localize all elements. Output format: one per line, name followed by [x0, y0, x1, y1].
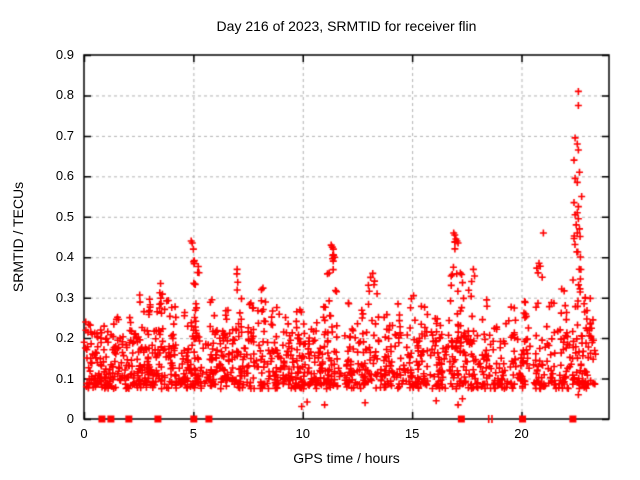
x-tick-label: 0	[80, 426, 88, 441]
chart-title: Day 216 of 2023, SRMTID for receiver fli…	[216, 18, 477, 34]
y-tick-label: 0.1	[55, 370, 74, 386]
y-tick-label: 0.4	[55, 249, 74, 265]
y-tick-label: 0.9	[55, 47, 74, 62]
y-tick-label: 0.5	[55, 208, 74, 224]
x-tick-label: 15	[404, 426, 420, 441]
y-tick-label: 0.8	[55, 87, 74, 103]
x-tick-label: 10	[295, 426, 310, 441]
x-tick-label: 5	[189, 426, 197, 441]
y-tick-label: 0.2	[55, 330, 74, 346]
y-tick-label: 0.7	[55, 127, 74, 143]
x-axis-label: GPS time / hours	[293, 450, 400, 466]
y-tick-label: 0.6	[55, 168, 74, 184]
x-tick-label: 20	[514, 426, 529, 441]
y-axis-label: SRMTID / TECUs	[10, 181, 26, 293]
y-tick-label: 0.3	[55, 289, 74, 305]
y-tick-label: 0	[66, 411, 74, 426]
